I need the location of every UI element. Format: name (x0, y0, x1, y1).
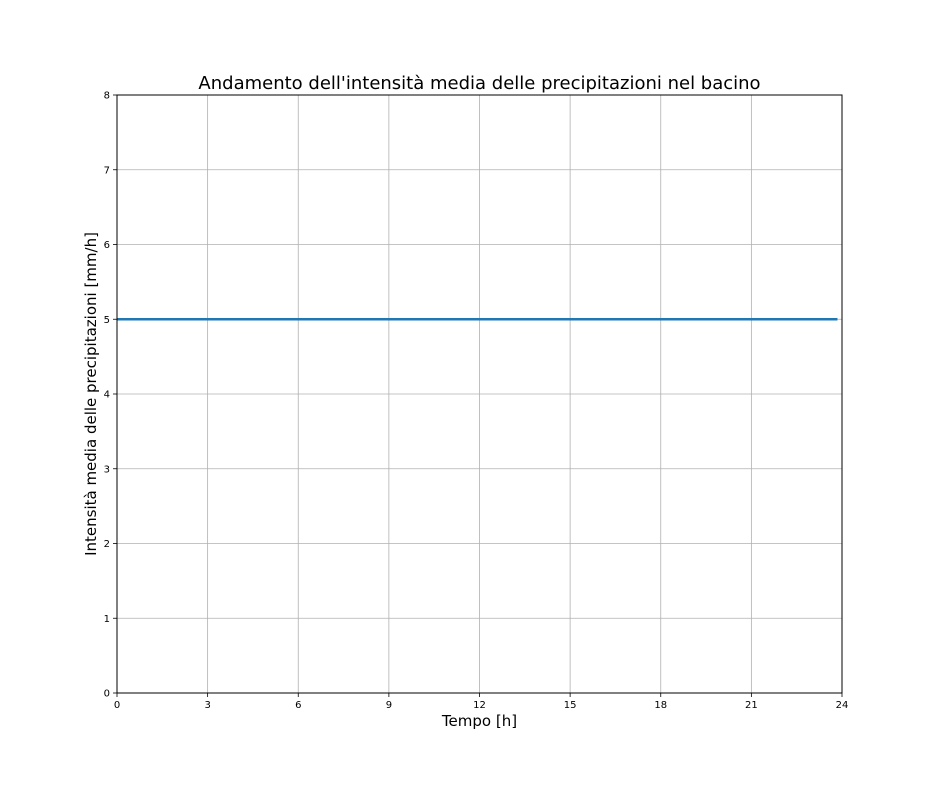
x-tick-label: 21 (745, 700, 758, 711)
y-tick-label: 3 (104, 464, 110, 475)
x-tick-label: 24 (836, 700, 849, 711)
x-tick-label: 6 (295, 700, 301, 711)
y-tick-label: 5 (104, 315, 110, 326)
y-tick-label: 1 (104, 614, 110, 625)
y-tick-label: 0 (104, 689, 110, 700)
chart-title: Andamento dell'intensità media delle pre… (198, 73, 760, 94)
x-tick-label: 18 (654, 700, 667, 711)
y-tick-label: 7 (104, 165, 110, 176)
y-axis-label: Intensità media delle precipitazioni [mm… (82, 232, 100, 556)
x-tick-label: 9 (386, 700, 392, 711)
x-tick-label: 0 (114, 700, 120, 711)
x-tick-label: 12 (473, 700, 486, 711)
y-tick-label: 4 (104, 390, 110, 401)
x-tick-label: 15 (564, 700, 577, 711)
x-axis-label: Tempo [h] (441, 712, 517, 730)
y-tick-label: 6 (104, 240, 110, 251)
x-tick-label: 3 (204, 700, 210, 711)
y-tick-label: 2 (104, 539, 110, 550)
y-tick-label: 8 (104, 91, 110, 102)
